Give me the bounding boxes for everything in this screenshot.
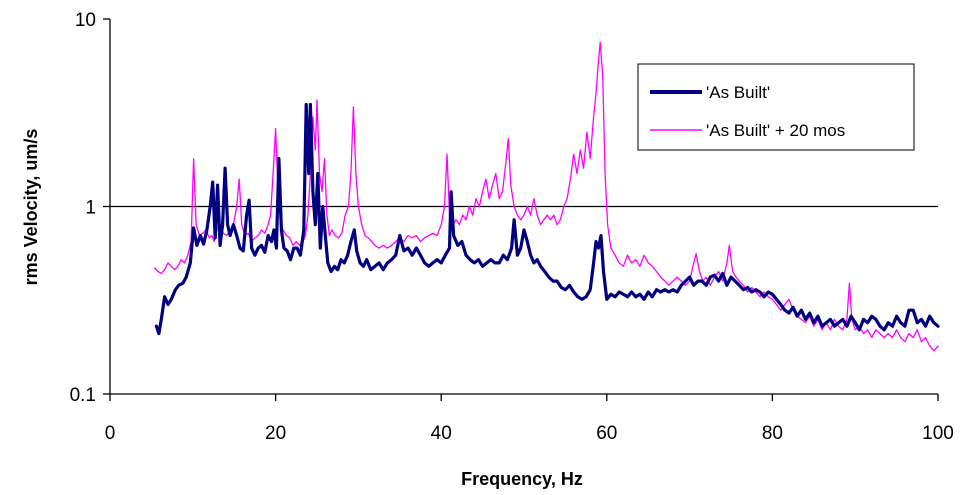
y-tick-label: 0.1	[70, 385, 96, 406]
x-tick-label: 100	[922, 423, 954, 444]
ticks-layer: 0 20 40 60 80 100 0.1 1 10	[70, 10, 954, 444]
x-tick-label: 20	[265, 423, 286, 444]
series-layer	[154, 41, 940, 352]
x-axis-title: Frequency, Hz	[461, 469, 583, 489]
legend-label-as-built: 'As Built'	[706, 83, 770, 102]
y-tick-label: 10	[75, 10, 96, 31]
x-tick-label: 40	[431, 423, 452, 444]
legend-box	[637, 63, 915, 151]
legend-label-as-built-20-mos: 'As Built' + 20 mos	[706, 121, 845, 140]
series-line-as-built-20-mos	[154, 41, 939, 352]
series-line-as-built	[154, 102, 940, 336]
x-tick-label: 0	[105, 423, 116, 444]
legend: 'As Built' 'As Built' + 20 mos	[637, 63, 915, 151]
y-axis-title: rms Velocity, um/s	[21, 129, 41, 286]
y-tick-label: 1	[85, 198, 96, 219]
x-tick-label: 60	[596, 423, 617, 444]
x-tick-label: 80	[762, 423, 783, 444]
